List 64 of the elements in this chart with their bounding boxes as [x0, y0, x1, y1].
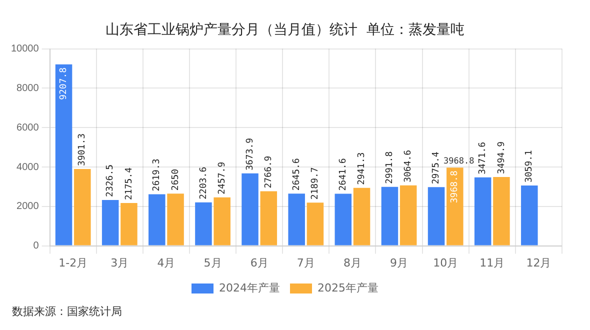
data-label: 2175.4 — [124, 167, 134, 200]
y-tick-label: 0 — [33, 240, 40, 252]
bar — [214, 197, 230, 246]
source-note: 数据来源：国家统计局 — [11, 304, 123, 319]
bar — [120, 202, 138, 246]
y-tick-label: 10000 — [10, 44, 40, 55]
data-label: 3673.9 — [245, 138, 256, 170]
bar — [288, 194, 305, 246]
data-label: 2766.9 — [264, 156, 274, 188]
y-tick-label: 6000 — [16, 122, 40, 134]
x-tick-label: 12月 — [526, 256, 552, 270]
bar — [167, 194, 184, 246]
bar — [148, 194, 166, 246]
data-label: 2941.3 — [357, 152, 368, 185]
x-tick-label: 3月 — [110, 256, 129, 270]
bar — [493, 176, 510, 246]
y-tick-label: 4000 — [16, 162, 40, 173]
data-label: 2975.4 — [432, 152, 442, 184]
y-tick-label: 2000 — [16, 201, 40, 212]
x-tick-label: 5月 — [204, 256, 222, 270]
x-tick-label: 6月 — [250, 256, 268, 270]
bar — [306, 202, 324, 246]
bar — [242, 173, 258, 246]
bar — [474, 177, 492, 246]
bar — [400, 185, 417, 246]
data-label: 9207.8 — [59, 67, 70, 100]
bar — [381, 186, 398, 246]
x-tick-label: 11月 — [480, 256, 505, 270]
data-label: 2645.6 — [292, 158, 302, 191]
data-label: 3471.6 — [478, 142, 488, 174]
data-label: 2641.6 — [338, 158, 348, 191]
bar — [102, 200, 119, 246]
chart-title: 山东省工业锅炉产量分月（当月值）统计 单位：蒸发量吨 — [106, 22, 464, 38]
annotation: 3968.8 — [444, 156, 474, 167]
data-label: 2991.8 — [385, 151, 396, 184]
data-label: 3064.6 — [404, 150, 414, 182]
x-tick-label: 7月 — [296, 256, 315, 270]
bar — [195, 202, 212, 246]
data-label: 2650 — [170, 168, 181, 191]
x-tick-label: 8月 — [343, 256, 362, 270]
data-label: 3901.3 — [78, 133, 88, 166]
x-tick-label: 1-2月 — [58, 256, 88, 270]
y-tick-label: 8000 — [16, 82, 40, 94]
x-tick-label: 10月 — [433, 256, 458, 270]
bar — [74, 168, 91, 246]
data-label: 2619.3 — [152, 158, 162, 192]
bar — [260, 191, 278, 246]
bar — [55, 64, 72, 246]
data-label: 2189.7 — [310, 167, 321, 200]
x-tick-label: 4月 — [157, 256, 176, 270]
data-label: 3968.8 — [450, 170, 460, 204]
data-label: 2326.5 — [106, 164, 116, 197]
x-tick-label: 9月 — [390, 256, 408, 270]
legend-label: 2025年产量 — [318, 281, 378, 294]
bar — [521, 186, 538, 246]
bar — [446, 168, 464, 246]
data-label: 2457.9 — [217, 162, 228, 194]
data-label: 3059.1 — [524, 150, 535, 183]
data-label: 3494.9 — [496, 141, 507, 174]
bar — [428, 187, 445, 246]
legend-label: 2024年产量 — [219, 281, 280, 294]
data-label: 2203.6 — [198, 166, 209, 200]
bar — [334, 194, 352, 246]
bar — [353, 188, 370, 246]
